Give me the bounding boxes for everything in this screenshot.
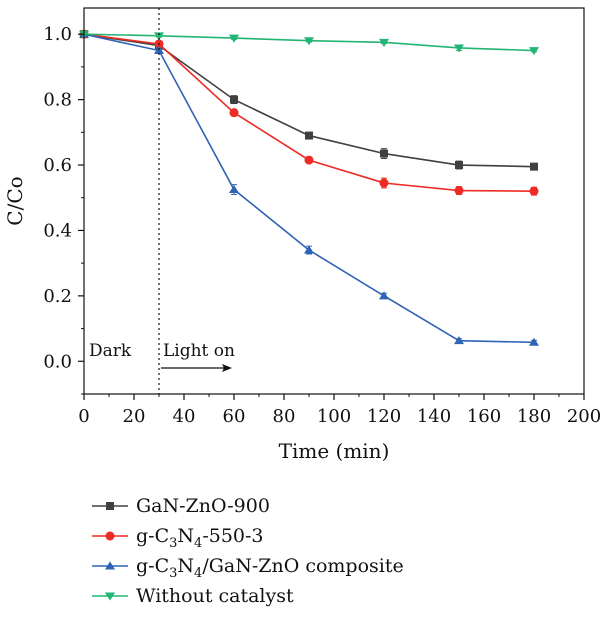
legend-marker bbox=[106, 502, 114, 510]
dark-label: Dark bbox=[89, 341, 132, 361]
legend-item-0: GaN-ZnO-900 bbox=[92, 495, 270, 517]
x-tick-label: 0 bbox=[78, 406, 89, 427]
series-1 bbox=[79, 29, 539, 196]
legend-subscript: 3 bbox=[169, 536, 177, 551]
data-point bbox=[530, 162, 538, 171]
legend-text-part: /GaN-ZnO composite bbox=[202, 555, 403, 577]
legend-marker bbox=[105, 592, 115, 601]
data-point bbox=[305, 131, 313, 140]
legend-item-3: Without catalyst bbox=[92, 585, 294, 607]
legend-item-2: g-C3N4/GaN-ZnO composite bbox=[92, 555, 404, 581]
x-tick-label: 140 bbox=[417, 406, 451, 427]
data-point bbox=[379, 178, 389, 188]
light-on-arrowhead bbox=[222, 364, 232, 372]
legend-label: Without catalyst bbox=[136, 585, 294, 607]
data-point bbox=[304, 245, 314, 254]
axes: 0 20 40 60 80 100 120 140 160 180 200 0.0 0.2 0.4 0.6 0… bbox=[3, 7, 600, 463]
legend-label: g-C3N4/GaN-ZnO composite bbox=[136, 555, 404, 581]
series-line bbox=[83, 33, 535, 192]
data-point bbox=[529, 47, 539, 56]
x-tick-label: 180 bbox=[517, 406, 551, 427]
data-point bbox=[229, 108, 239, 118]
light-on-label: Light on bbox=[163, 341, 235, 361]
legend-marker bbox=[105, 531, 115, 541]
y-tick-label: 0.8 bbox=[43, 90, 72, 111]
y-tick-label: 0.6 bbox=[43, 155, 72, 176]
data-point bbox=[230, 95, 238, 104]
series-2 bbox=[79, 29, 539, 346]
data-point bbox=[229, 184, 239, 194]
legend-text-part: N bbox=[177, 555, 194, 577]
legend-text-part: g-C bbox=[136, 555, 169, 577]
data-point bbox=[379, 291, 389, 300]
legend-label: g-C3N4-550-3 bbox=[136, 525, 264, 551]
data-point bbox=[380, 149, 388, 158]
plot-area bbox=[79, 29, 539, 346]
data-point bbox=[304, 155, 314, 165]
data-point bbox=[454, 44, 464, 53]
data-point bbox=[529, 186, 539, 196]
series-line bbox=[83, 33, 535, 168]
legend-subscript: 4 bbox=[194, 536, 202, 551]
data-point bbox=[379, 38, 389, 47]
data-point bbox=[304, 37, 314, 46]
x-tick-label: 160 bbox=[467, 406, 501, 427]
x-tick-label: 40 bbox=[173, 406, 196, 427]
legend-text-part: N bbox=[177, 525, 194, 547]
x-axis-title: Time (min) bbox=[279, 439, 390, 463]
legend-marker bbox=[105, 561, 115, 570]
data-point bbox=[229, 34, 239, 43]
legend-text-part: -550-3 bbox=[202, 525, 263, 547]
legend-text-part: Without catalyst bbox=[136, 585, 294, 607]
series-3 bbox=[79, 30, 539, 56]
y-axis-title: C/Co bbox=[3, 176, 27, 225]
y-tick-label: 1.0 bbox=[43, 24, 72, 45]
x-tick-label: 120 bbox=[367, 406, 401, 427]
legend-subscript: 3 bbox=[169, 566, 177, 581]
data-point bbox=[154, 32, 164, 41]
x-tick-label: 60 bbox=[223, 406, 246, 427]
series-0 bbox=[80, 30, 538, 171]
x-tick-label: 100 bbox=[317, 406, 351, 427]
x-tick-label: 200 bbox=[567, 406, 600, 427]
x-tick-label: 80 bbox=[273, 406, 296, 427]
y-tick-label: 0.0 bbox=[43, 351, 72, 372]
data-point bbox=[455, 161, 463, 170]
legend-text-part: g-C bbox=[136, 525, 169, 547]
legend-text-part: GaN-ZnO-900 bbox=[136, 495, 270, 517]
series-line bbox=[83, 33, 535, 344]
data-point bbox=[529, 337, 539, 346]
legend-label: GaN-ZnO-900 bbox=[136, 495, 270, 517]
data-point bbox=[454, 186, 464, 196]
data-point bbox=[454, 336, 464, 345]
y-tick-label: 0.2 bbox=[43, 286, 72, 307]
legend-item-1: g-C3N4-550-3 bbox=[92, 525, 264, 551]
x-tick-label: 20 bbox=[123, 406, 146, 427]
plot-frame bbox=[83, 7, 585, 395]
y-tick-label: 0.4 bbox=[43, 220, 72, 241]
legend-subscript: 4 bbox=[194, 566, 202, 581]
